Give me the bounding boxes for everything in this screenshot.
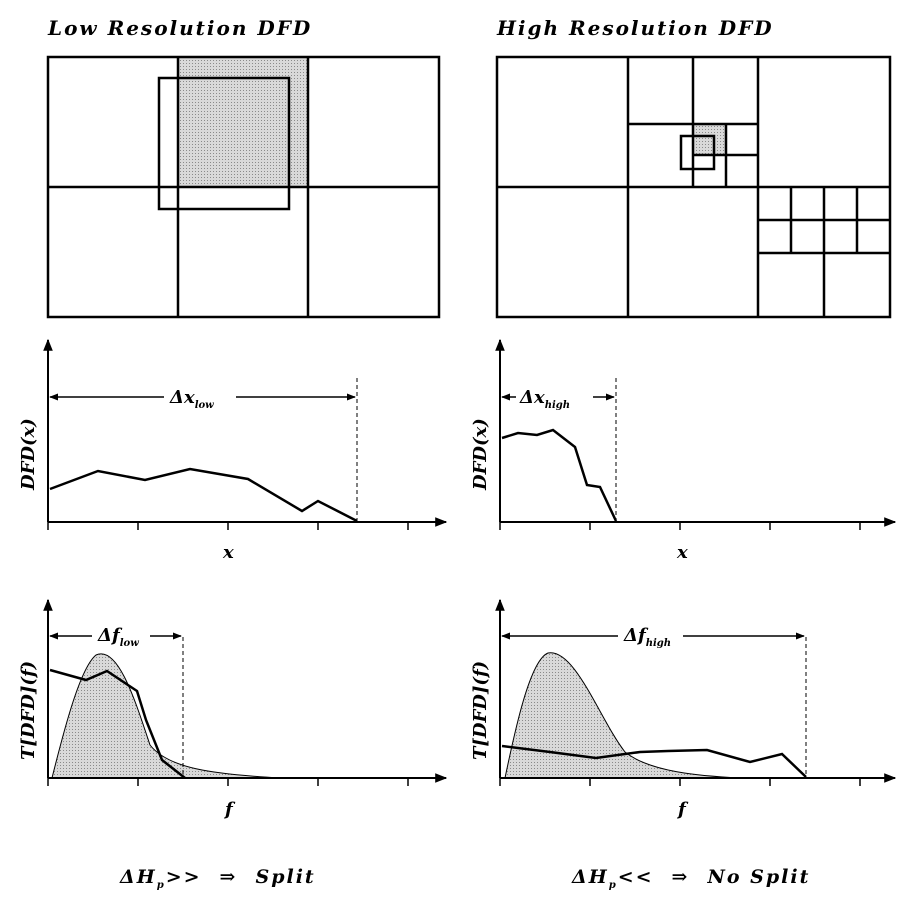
left-block-grid — [46, 55, 441, 319]
left-dfd-xlabel: x — [222, 542, 234, 563]
left-t-ylabel: T[DFD](f) — [18, 661, 39, 760]
left-caption-arrow: ⇒ — [220, 866, 238, 888]
right-dfd-spectrum — [501, 744, 807, 778]
right-reference-spectrum — [504, 652, 741, 779]
right-delta-x-symbol: Δx — [519, 387, 545, 408]
left-caption-lhs: ΔH — [119, 866, 157, 888]
right-transform-plot: Δfhigh T[DFD](f) f — [470, 598, 897, 820]
right-t-xlabel: f — [676, 799, 689, 820]
left-reference-spectrum — [51, 653, 281, 779]
left-delta-f-symbol: Δf — [97, 625, 123, 646]
right-caption-result: No Split — [706, 866, 810, 888]
left-delta-x-sub: low — [195, 400, 214, 411]
right-caption-sub: p — [609, 880, 618, 891]
right-t-ticks — [499, 778, 861, 786]
left-delta-f-label: Δflow — [97, 625, 139, 649]
right-dfd-ticks — [499, 522, 861, 530]
right-column: High Resolution DFD — [470, 16, 897, 891]
right-block-grid — [495, 55, 892, 319]
left-column: Low Resolution DFD Δxlow DFD(x) — [18, 16, 448, 891]
left-transform-plot: Δflow T[DFD](f) f — [18, 598, 448, 820]
right-caption-arrow: ⇒ — [672, 866, 690, 888]
right-delta-f-symbol: Δf — [623, 625, 649, 646]
left-t-xlabel: f — [223, 799, 236, 820]
left-caption-sub: p — [157, 880, 166, 891]
left-dfd-spectrum — [49, 668, 186, 779]
right-dfd-xlabel: x — [676, 542, 688, 563]
right-dfd-plot: Δxhigh DFD(x) x — [470, 338, 897, 563]
right-t-ylabel: T[DFD](f) — [470, 661, 491, 760]
right-grid-lines — [497, 57, 890, 317]
right-dfd-ylabel: DFD(x) — [470, 418, 491, 491]
right-dfd-curve — [501, 428, 618, 522]
left-t-ticks — [47, 778, 409, 786]
right-title: High Resolution DFD — [496, 16, 774, 40]
left-delta-x-label: Δxlow — [169, 387, 214, 411]
right-caption-lhs: ΔH — [571, 866, 609, 888]
left-dfd-curve — [49, 467, 358, 523]
right-delta-x-label: Δxhigh — [519, 387, 570, 411]
right-caption-op: << — [618, 866, 654, 888]
left-delta-f-sub: low — [120, 638, 139, 649]
left-title: Low Resolution DFD — [47, 16, 312, 40]
right-caption: ΔHp<< ⇒ No Split — [571, 866, 810, 891]
right-shaded-region — [693, 124, 726, 155]
right-delta-x-sub: high — [545, 400, 570, 411]
right-moving-block — [679, 134, 716, 171]
left-dfd-ticks — [47, 522, 409, 530]
left-caption-result: Split — [255, 866, 315, 888]
left-caption-op: >> — [166, 866, 202, 888]
left-delta-x-symbol: Δx — [169, 387, 195, 408]
left-dfd-ylabel: DFD(x) — [18, 418, 39, 491]
right-delta-f-label: Δfhigh — [623, 625, 671, 649]
left-moving-block — [157, 76, 291, 211]
left-dfd-plot: Δxlow DFD(x) x — [18, 338, 448, 563]
right-delta-f-sub: high — [646, 638, 671, 649]
left-caption: ΔHp>> ⇒ Split — [119, 866, 316, 891]
